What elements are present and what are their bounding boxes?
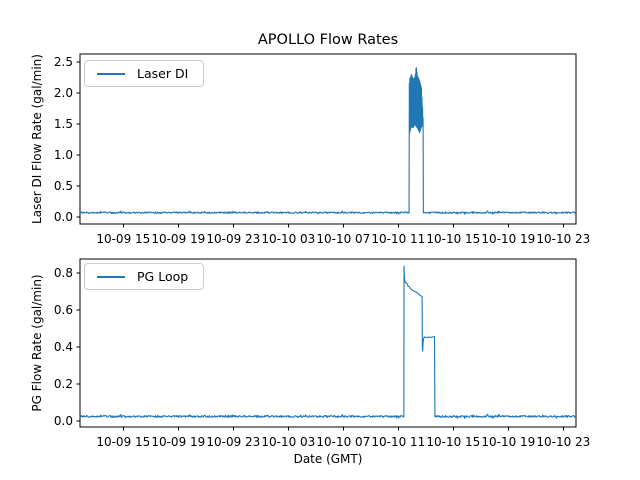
pg-loop-line-swatch-icon bbox=[97, 275, 125, 278]
x-tick-label: 10-10 03 bbox=[261, 435, 315, 449]
x-tick-label: 10-10 07 bbox=[316, 232, 370, 246]
x-tick-label: 10-10 15 bbox=[426, 435, 480, 449]
x-axis-label: Date (GMT) bbox=[293, 452, 363, 466]
x-tick-label: 10-09 15 bbox=[96, 435, 150, 449]
y-tick-label: 0.0 bbox=[54, 414, 73, 428]
pg-loop-series-line bbox=[79, 265, 577, 419]
y-tick-label: 1.5 bbox=[54, 117, 73, 131]
x-tick-label: 10-10 07 bbox=[316, 435, 370, 449]
x-tick-label: 10-09 23 bbox=[206, 232, 260, 246]
y-tick-label: 2.0 bbox=[54, 86, 73, 100]
y-tick-label: 0.0 bbox=[54, 210, 73, 224]
x-tick-label: 10-09 19 bbox=[151, 435, 205, 449]
y-tick-label: 0.6 bbox=[54, 303, 73, 317]
x-tick-label: 10-10 15 bbox=[426, 232, 480, 246]
bottom-axes-frame bbox=[79, 258, 577, 428]
x-tick-label: 10-09 15 bbox=[96, 232, 150, 246]
legend-laser-di-label: Laser DI bbox=[137, 66, 189, 81]
laser-di-series-line bbox=[79, 67, 577, 215]
x-tick-label: 10-10 23 bbox=[536, 232, 590, 246]
top-y-axis-label: Laser DI Flow Rate (gal/min) bbox=[30, 54, 44, 224]
x-tick-label: 10-10 11 bbox=[371, 232, 425, 246]
x-tick-label: 10-10 03 bbox=[261, 232, 315, 246]
x-tick-label: 10-10 11 bbox=[371, 435, 425, 449]
laser-di-line-swatch-icon bbox=[97, 72, 125, 75]
legend-pg-loop-label: PG Loop bbox=[137, 269, 189, 284]
y-tick-label: 1.0 bbox=[54, 148, 73, 162]
y-tick-label: 0.5 bbox=[54, 179, 73, 193]
y-tick-label: 0.8 bbox=[54, 266, 73, 280]
legend-laser-di: Laser DI bbox=[84, 60, 205, 87]
bottom-y-axis-label: PG Flow Rate (gal/min) bbox=[30, 274, 44, 412]
x-tick-label: 10-10 19 bbox=[481, 435, 535, 449]
y-tick-label: 0.2 bbox=[54, 377, 73, 391]
y-tick-label: 0.4 bbox=[54, 340, 73, 354]
x-tick-label: 10-09 19 bbox=[151, 232, 205, 246]
top-axes-frame bbox=[79, 53, 577, 225]
legend-pg-loop: PG Loop bbox=[84, 263, 205, 290]
x-tick-label: 10-10 23 bbox=[536, 435, 590, 449]
x-tick-label: 10-09 23 bbox=[206, 435, 260, 449]
y-tick-label: 2.5 bbox=[54, 55, 73, 69]
x-tick-label: 10-10 19 bbox=[481, 232, 535, 246]
chart-title: APOLLO Flow Rates bbox=[257, 32, 399, 48]
